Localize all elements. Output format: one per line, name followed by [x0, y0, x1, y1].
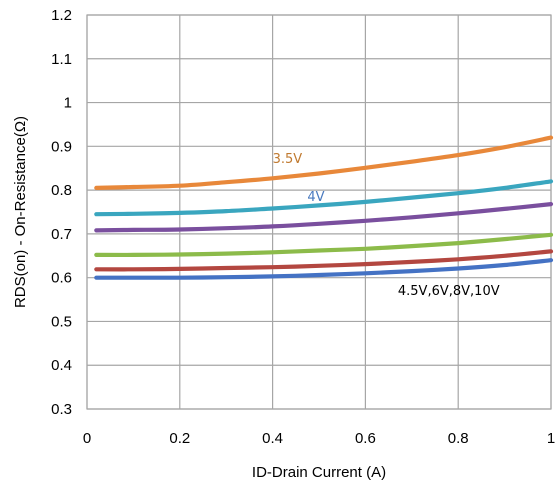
x-tick-label: 0.6 [355, 430, 376, 447]
series-lines [94, 135, 554, 280]
annotation-label: 3.5V [273, 152, 303, 167]
annotations: 3.5V 4V 4.5V,6V,8V,10V [273, 152, 500, 299]
y-tick-label: 0.3 [51, 401, 72, 418]
series-line-6 [94, 258, 554, 280]
series-line-1 [94, 135, 554, 190]
x-tick-label: 0.4 [262, 430, 283, 447]
y-tick-label: 0.4 [51, 357, 72, 374]
series-line-4 [94, 232, 554, 258]
x-tick-label: 0.8 [448, 430, 469, 447]
y-tick-label: 0.8 [51, 182, 72, 199]
y-tick-label: 0.5 [51, 313, 72, 330]
x-tick-labels: 0 0.2 0.4 0.6 0.8 1 [83, 430, 555, 447]
series-line-5 [94, 249, 554, 272]
x-axis-title: ID-Drain Current (A) [252, 464, 386, 481]
y-tick-label: 0.9 [51, 138, 72, 155]
x-tick-label: 1 [547, 430, 555, 447]
y-tick-label: 0.7 [51, 226, 72, 243]
y-tick-label: 0.6 [51, 270, 72, 287]
series-line-2 [94, 179, 554, 217]
x-tick-label: 0.2 [169, 430, 190, 447]
x-tick-label: 0 [83, 430, 91, 447]
y-tick-labels: 0.3 0.4 0.5 0.6 0.7 0.8 0.9 1 1.1 1.2 [51, 7, 72, 418]
y-tick-label: 1 [64, 95, 72, 112]
y-tick-label: 1.2 [51, 7, 72, 24]
series-line-3 [94, 202, 554, 233]
y-axis-title: RDS(on) - On-Resistance(Ω) [12, 116, 29, 308]
annotation-label: 4.5V,6V,8V,10V [398, 284, 500, 299]
annotation-label: 4V [307, 190, 324, 205]
y-tick-label: 1.1 [51, 51, 72, 68]
